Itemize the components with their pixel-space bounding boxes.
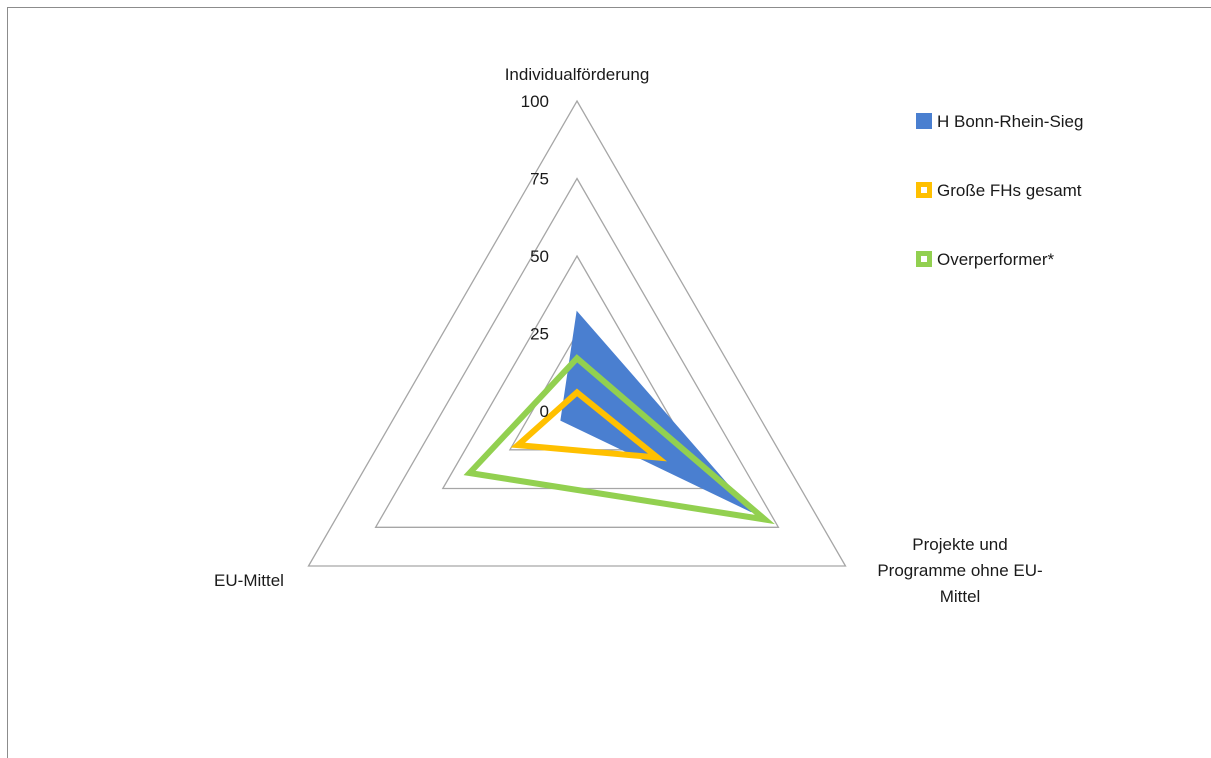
axis-label: Mittel bbox=[940, 587, 981, 606]
chart-frame bbox=[7, 7, 1211, 758]
legend-item: Overperformer* bbox=[916, 250, 1055, 269]
legend-label: H Bonn-Rhein-Sieg bbox=[937, 112, 1083, 131]
axis-label: Individualförderung bbox=[505, 65, 650, 84]
series-2 bbox=[463, 354, 775, 525]
radar-axis-labels: Individualförderung Projekte und Programme… bbox=[214, 65, 1043, 606]
legend-label: Große FHs gesamt bbox=[937, 181, 1082, 200]
tick-label: 50 bbox=[530, 247, 549, 266]
series-1 bbox=[510, 388, 668, 462]
legend-label: Overperformer* bbox=[937, 250, 1055, 269]
grid-ring-75 bbox=[374, 177, 780, 528]
tick-label: 75 bbox=[530, 170, 549, 189]
legend-item: H Bonn-Rhein-Sieg bbox=[916, 112, 1083, 131]
legend-swatch bbox=[916, 251, 932, 267]
chart-legend: H Bonn-Rhein-Sieg Große FHs gesamt Overper… bbox=[916, 112, 1083, 269]
radar-series bbox=[463, 310, 775, 525]
radar-tick-labels: 0 25 50 75 100 bbox=[521, 92, 549, 421]
grid-ring-100 bbox=[307, 99, 847, 567]
tick-label: 0 bbox=[540, 402, 549, 421]
axis-label: Projekte und bbox=[912, 535, 1007, 554]
legend-swatch bbox=[916, 113, 932, 129]
axis-label: Programme ohne EU- bbox=[877, 561, 1042, 580]
axis-label: EU-Mittel bbox=[214, 571, 284, 590]
legend-item: Große FHs gesamt bbox=[916, 181, 1082, 200]
tick-label: 25 bbox=[530, 325, 549, 344]
tick-label: 100 bbox=[521, 92, 549, 111]
legend-swatch bbox=[916, 182, 932, 198]
